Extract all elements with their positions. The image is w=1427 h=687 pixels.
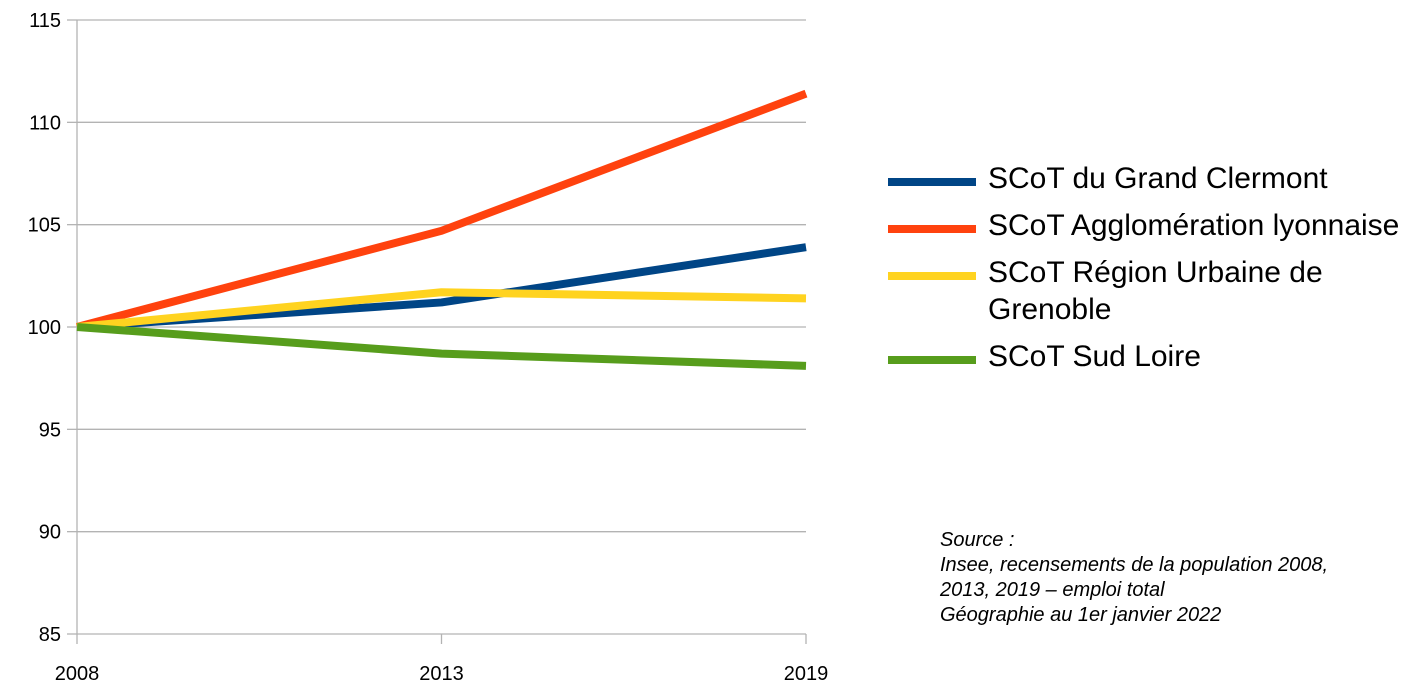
source-note: Source : Insee, recensements de la popul… [940,528,1328,628]
x-axis-tick-labels: 2008 2013 2019 [55,663,829,685]
source-line: Source : [940,529,1015,551]
legend-item-grand-clermont: SCoT du Grand Clermont [888,160,1423,197]
x-tick-label: 2019 [784,663,829,685]
legend-label: SCoT Agglomération lyonnaise [988,209,1400,242]
legend-swatch [888,225,976,233]
legend: SCoT du Grand Clermont SCoT Agglomératio… [888,160,1423,385]
series-lines [75,89,808,370]
y-tick-label: 115 [29,10,61,32]
legend-label: SCoT Région Urbaine de Grenoble [988,256,1323,326]
y-tick-label: 105 [28,215,61,237]
legend-label: SCoT du Grand Clermont [988,162,1328,195]
y-tick-label: 85 [39,624,61,646]
legend-item-agglomeration-lyonnaise: SCoT Agglomération lyonnaise [888,207,1423,244]
y-tick-label: 95 [39,419,61,441]
series-line [76,323,807,370]
legend-swatch [888,272,976,280]
legend-item-sud-loire: SCoT Sud Loire [888,338,1423,375]
legend-swatch [888,178,976,186]
source-line: Géographie au 1er janvier 2022 [940,604,1222,626]
y-tick-label: 90 [39,522,61,544]
y-tick-label: 100 [28,317,61,339]
legend-label: SCoT Sud Loire [988,340,1201,373]
x-tick-label: 2008 [55,663,100,685]
y-axis-tick-labels: 85 90 95 100 105 110 115 [28,10,61,646]
series-line [76,288,807,331]
series-line [75,89,808,331]
gridlines [77,19,806,533]
source-line: Insee, recensements de la population 200… [940,554,1329,576]
y-tick-label: 110 [29,112,61,134]
x-tick-label: 2013 [419,663,464,685]
source-line: 2013, 2019 – emploi total [940,579,1165,601]
legend-item-grenoble: SCoT Région Urbaine de Grenoble [888,254,1423,328]
legend-swatch [888,356,976,364]
